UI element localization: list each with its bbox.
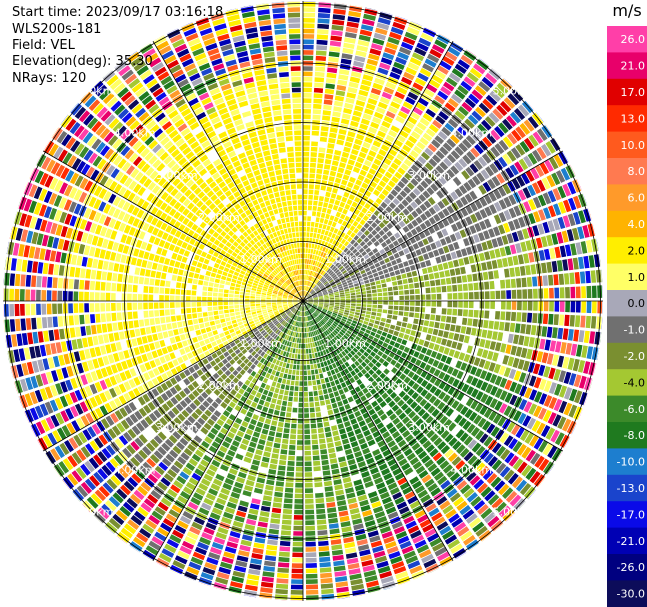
ray — [303, 301, 319, 601]
range-ring-label: 4.00km — [451, 127, 493, 140]
ray — [8, 193, 303, 301]
range-ring-label: 3.00km — [408, 169, 450, 182]
ray — [303, 301, 444, 583]
range-ring-label: 3.00km — [408, 421, 450, 434]
azimuth-spoke — [42, 300, 304, 452]
ray — [303, 301, 598, 409]
azimuth-spokes — [3, 1, 603, 601]
range-ring-labels: 1.00km 1.00km 1.00km 1.00km 2.00km 2.00km 2.00… — [72, 85, 534, 519]
ray — [3, 208, 303, 301]
ray — [134, 34, 303, 301]
azimuth-spoke — [42, 150, 304, 302]
ray — [303, 25, 456, 301]
ray — [303, 301, 603, 314]
ray — [303, 301, 335, 601]
range-ring-label: 1.00km — [240, 253, 282, 266]
ray — [303, 301, 603, 330]
ray — [303, 285, 603, 301]
azimuth-spoke — [302, 150, 563, 302]
azimuth-spoke — [152, 300, 304, 561]
range-ring-label: 4.00km — [114, 127, 156, 140]
range-ring-label: 3.00km — [156, 169, 198, 182]
ray — [120, 43, 303, 301]
elevation-label: Elevation(deg): 35.30 — [12, 54, 153, 69]
ray — [303, 1, 316, 301]
range-ring-label: 5.00km — [72, 85, 114, 98]
ray — [177, 13, 303, 301]
ray — [3, 239, 303, 301]
ray — [45, 301, 303, 484]
azimuth-spoke — [152, 40, 304, 302]
range-ring-label: 5.00km — [493, 505, 535, 518]
ray — [303, 301, 534, 518]
ray — [303, 11, 426, 301]
ray — [303, 146, 578, 301]
ray — [3, 288, 303, 301]
ray — [303, 118, 561, 301]
ray — [303, 301, 472, 568]
range-ring-label: 1.00km — [324, 337, 366, 350]
ray — [303, 269, 603, 301]
azimuth-spoke — [302, 300, 563, 452]
azimuth-spoke — [302, 40, 454, 302]
ray — [271, 1, 303, 301]
ray — [303, 81, 531, 301]
range-ring-label: 2.00km — [366, 211, 408, 224]
ray — [123, 301, 303, 561]
ray — [303, 301, 351, 601]
ray — [303, 301, 603, 394]
ray — [303, 220, 603, 301]
ray — [258, 301, 303, 601]
ray — [148, 26, 303, 301]
ray — [207, 2, 303, 301]
field-label: Field: VEL — [12, 38, 75, 53]
range-ring-label: 2.00km — [198, 211, 240, 224]
nrays-label: NRays: 120 — [12, 71, 87, 86]
instrument-label: WLS200s-181 — [12, 22, 102, 37]
ray — [303, 1, 332, 301]
ray — [13, 178, 303, 301]
range-ring-label: 4.00km — [451, 463, 493, 476]
ray — [3, 272, 303, 301]
range-ring-label: 2.00km — [198, 379, 240, 392]
range-ring-label: 1.00km — [240, 337, 282, 350]
ray — [303, 175, 591, 301]
ray — [303, 301, 603, 363]
ray — [303, 60, 508, 301]
range-ring-label: 5.00km — [72, 505, 114, 518]
ray — [303, 301, 603, 378]
ray — [303, 93, 542, 301]
azimuth-spoke — [302, 300, 454, 561]
ray — [303, 301, 486, 559]
ray — [303, 301, 579, 454]
range-ring-label: 5.00km — [493, 85, 535, 98]
start-time-label: Start time: 2023/09/17 03:16:18 — [12, 5, 224, 20]
range-ring-label: 2.00km — [366, 379, 408, 392]
range-ring-label: 3.00km — [156, 421, 198, 434]
ray — [3, 301, 303, 382]
range-ring-label: 1.00km — [324, 253, 366, 266]
range-ring-label: 4.00km — [114, 463, 156, 476]
ray — [290, 301, 303, 601]
ray — [303, 301, 523, 529]
ray — [303, 1, 365, 301]
ray — [3, 256, 303, 301]
ray — [287, 1, 303, 301]
ray — [238, 1, 303, 301]
